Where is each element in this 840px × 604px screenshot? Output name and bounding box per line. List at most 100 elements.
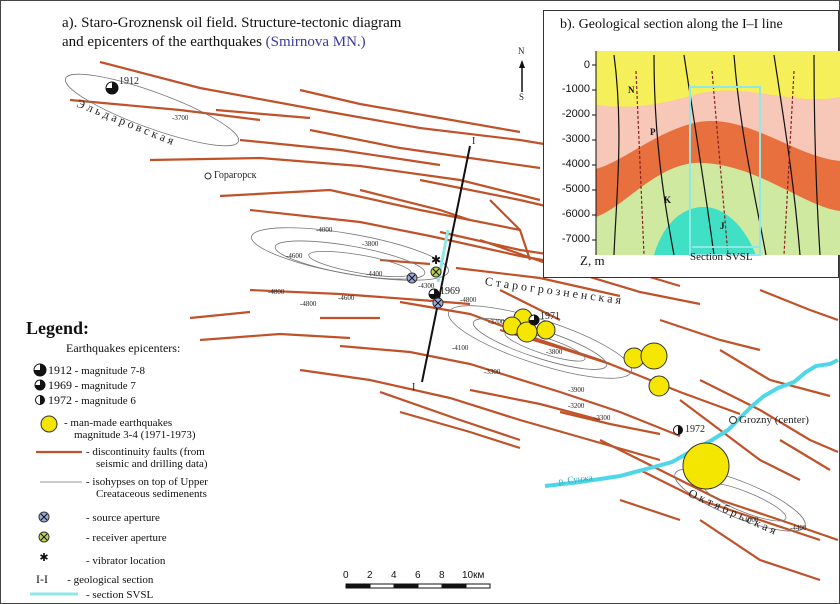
legend-source-icon xyxy=(38,511,50,523)
isohypse-label: -4600 xyxy=(338,294,355,302)
depth-tick: -5000 xyxy=(561,183,590,195)
isohypse-label: -4800 xyxy=(300,300,317,308)
depth-tick: -7000 xyxy=(561,233,590,245)
fault-line xyxy=(99,60,581,152)
isohypse xyxy=(674,468,806,532)
fault-line xyxy=(489,199,532,261)
quake-circle xyxy=(640,342,668,370)
isohypse-label: -3300 xyxy=(594,414,611,422)
scale-tick: 4 xyxy=(391,570,397,581)
depth-tick: -2000 xyxy=(561,108,590,120)
label-grozny: Grozny (center) xyxy=(739,414,809,426)
isohypse-label: -4600 xyxy=(286,252,303,260)
isohypse-label: -4100 xyxy=(452,344,469,352)
svsl-box xyxy=(689,86,761,256)
isohypse-label: -3900 xyxy=(568,386,585,394)
fault-line xyxy=(149,156,541,202)
layer-P xyxy=(596,90,840,169)
legend-item: - section SVSL xyxy=(86,589,154,601)
legend-item: I-I - geological section xyxy=(36,572,154,586)
scale-tick: 10км xyxy=(462,570,485,581)
fault-line xyxy=(379,390,521,442)
svsl-label: Section SVSL xyxy=(690,251,753,263)
fault-lines xyxy=(69,60,839,582)
quake-circle xyxy=(536,320,556,340)
legend-item: - discontinuity faults (from xyxy=(86,446,205,458)
fault-line xyxy=(619,498,681,522)
depth-tick: -3000 xyxy=(561,133,590,145)
north-label: N xyxy=(518,46,525,56)
depth-tick: -6000 xyxy=(561,208,590,220)
fault-line xyxy=(189,310,251,320)
fault-line xyxy=(379,258,431,266)
fault-line xyxy=(699,519,821,582)
legend-item: - vibrator location xyxy=(86,555,166,567)
fault-line xyxy=(455,266,621,298)
grozny-marker xyxy=(729,416,737,424)
fault-line xyxy=(199,332,351,342)
map-title: a). Staro-Groznensk oil field. Structure… xyxy=(62,14,462,52)
fault-line xyxy=(599,439,839,542)
legend-item: 1912 - magnitude 7-8 xyxy=(48,363,146,377)
fault-line xyxy=(359,188,471,222)
legend-1912-icon xyxy=(33,363,47,377)
legend-item: - man-made earthquakes xyxy=(64,417,173,429)
legend-subtitle: Earthquakes epicenters: xyxy=(66,341,181,355)
legend-title: Legend: xyxy=(26,318,89,338)
quake-circle xyxy=(682,442,730,490)
river-sunzha xyxy=(544,358,839,488)
layer-label-j: J xyxy=(720,221,725,231)
layer-label-n: N xyxy=(628,85,635,95)
scale-tick: 2 xyxy=(367,570,373,581)
quake-circle xyxy=(648,375,670,397)
geological-section-plot xyxy=(592,51,840,256)
geological-section-line xyxy=(421,145,471,383)
fault-line xyxy=(499,289,561,321)
label-section-top: I xyxy=(472,136,476,147)
legend-receiver-icon xyxy=(38,531,50,543)
fault-line xyxy=(309,128,541,170)
label-eq-1971: 1971 xyxy=(540,311,560,322)
isohypse-label: -4000 xyxy=(742,516,759,524)
fault-line xyxy=(699,379,839,454)
legend-item: seismic and drilling data) xyxy=(96,458,208,470)
fault-line xyxy=(469,388,601,422)
epicenter-1971-icon xyxy=(528,314,540,326)
epicenter-1969-icon xyxy=(428,288,440,300)
south-label: S xyxy=(519,92,525,102)
fault-line xyxy=(639,469,821,542)
z-axis-label: Z, m xyxy=(580,253,605,268)
legend-item: Creataceous sedimenents xyxy=(96,488,207,500)
legend-1972-icon xyxy=(35,395,45,405)
isohypse xyxy=(251,227,449,281)
legend-vibrator-icon: ✱ xyxy=(39,552,48,564)
epicenter-1972-icon xyxy=(673,425,683,435)
legend-item: - receiver aperture xyxy=(86,532,167,544)
fault-line xyxy=(299,88,521,134)
isohypse-label: -3700 xyxy=(488,318,505,326)
isohypse-label: -4800 xyxy=(268,288,285,296)
depth-tick: 0 xyxy=(583,59,590,71)
fault-line xyxy=(69,98,261,122)
fault-line xyxy=(759,288,839,322)
label-eq-1972: 1972 xyxy=(685,424,705,435)
isohypse xyxy=(274,240,426,280)
legend-symbols: ✱ xyxy=(30,363,82,596)
fault-line xyxy=(299,368,661,462)
depth-tick: -1000 xyxy=(561,83,590,95)
scale-tick: 0 xyxy=(343,570,349,581)
legend-item: magnitude 3-4 (1971-1973) xyxy=(74,429,196,441)
isohypse xyxy=(308,250,412,278)
label-eq-1969: 1969 xyxy=(440,286,460,297)
label-eq-1912: 1912 xyxy=(119,76,139,87)
layer-J xyxy=(654,207,756,255)
label-goragorsk: Горагорск xyxy=(214,170,257,181)
town-goragorsk-marker xyxy=(204,172,212,180)
isohypse-label: -4300 xyxy=(418,282,435,290)
map-title-line2: and epicenters of the earthquakes xyxy=(62,34,262,50)
fault-line xyxy=(249,288,471,306)
map-title-author: (Smirnova MN.) xyxy=(265,34,366,50)
layer-label-k: K xyxy=(664,195,672,205)
isohypse-label: -3300 xyxy=(484,368,501,376)
